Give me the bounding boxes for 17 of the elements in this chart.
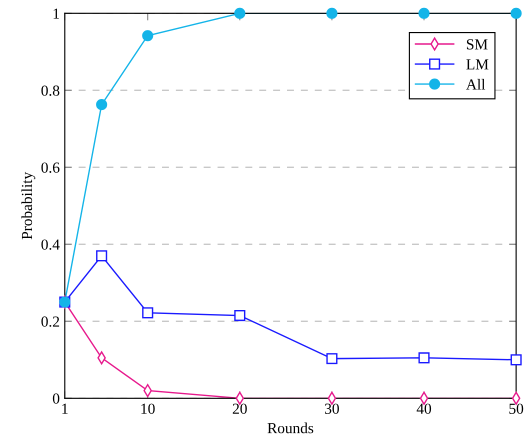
legend-label: LM [466,59,488,70]
legend-label: SM [466,39,488,50]
legend-label: All [466,78,486,90]
y-tick-label: 0.8 [41,85,60,96]
x-tick-label: 10 [141,404,155,414]
y-tick-label: 0.2 [41,316,60,327]
x-axis-title: Rounds [268,422,314,434]
y-axis-title: Probability [21,172,36,240]
y-tick-label: 1 [54,8,60,19]
x-tick-label: 20 [232,404,247,414]
x-tick-label: 40 [416,404,432,414]
x-tick-label: 50 [509,404,524,414]
y-tick-label: 0.6 [41,162,60,173]
x-tick-label: 30 [325,404,339,414]
x-tick-label: 1 [62,404,68,414]
y-tick-label: 0.4 [41,239,60,250]
y-tick-label: 0 [52,393,60,404]
